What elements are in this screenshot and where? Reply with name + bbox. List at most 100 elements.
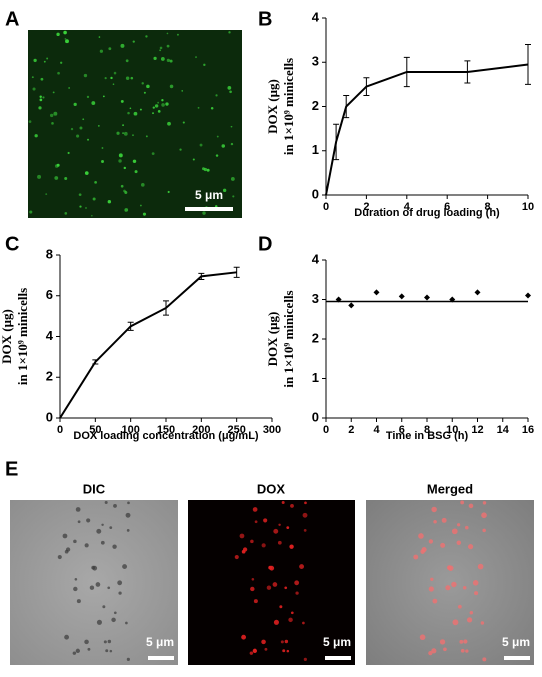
- image-title: DIC: [83, 481, 106, 496]
- x-axis-label: DOX loading concentration (μg/mL): [73, 430, 259, 442]
- x-tick-label: 0: [323, 424, 329, 436]
- cell-dot: [64, 212, 68, 215]
- cell-dot: [456, 540, 462, 545]
- cell-dot: [250, 586, 255, 592]
- cell-dot: [203, 63, 206, 67]
- scale-bar: [148, 656, 174, 660]
- error-bar: [525, 44, 531, 85]
- cell-dot: [456, 523, 461, 527]
- error-bar: [343, 94, 350, 119]
- cell-dot: [132, 159, 137, 164]
- cell-dot: [304, 501, 307, 505]
- cell-dot: [428, 586, 434, 592]
- cell-dot: [46, 57, 49, 60]
- cell-dot: [268, 565, 273, 570]
- cell-dot: [252, 648, 257, 653]
- panel-label: B: [258, 8, 272, 30]
- x-tick-label: 10: [446, 424, 458, 436]
- cell-dot: [89, 585, 95, 590]
- cell-dot: [126, 529, 130, 532]
- y-axis-label: DOX (μg): [265, 79, 280, 134]
- scale-bar: [185, 207, 233, 211]
- cell-dot: [84, 171, 89, 175]
- cell-dot: [464, 525, 469, 530]
- cell-dot: [263, 518, 268, 523]
- cell-dot: [33, 58, 37, 63]
- cell-dot: [132, 134, 134, 137]
- cell-dot: [278, 523, 281, 527]
- cell-dot: [230, 177, 235, 181]
- cell-dot: [446, 565, 452, 570]
- cell-dot: [433, 520, 437, 524]
- y-axis-label: DOX (μg): [0, 309, 14, 364]
- cell-dot: [123, 131, 128, 136]
- scale-bar-label: 5 μm: [195, 188, 223, 202]
- cell-dot: [111, 617, 116, 623]
- cell-dot: [65, 547, 71, 552]
- cell-dot: [167, 121, 171, 126]
- y-tick-label: 0: [46, 409, 53, 424]
- data-point: [525, 292, 531, 299]
- cell-dot: [73, 539, 77, 544]
- cell-dot: [439, 639, 446, 645]
- cell-dot: [108, 47, 112, 51]
- cell-dot: [145, 35, 148, 38]
- scale-bar: [504, 656, 530, 660]
- cell-dot: [68, 87, 70, 89]
- cell-dot: [56, 32, 60, 37]
- cell-dot: [110, 76, 113, 80]
- cell-dot: [112, 83, 115, 86]
- cell-dot: [85, 207, 87, 209]
- cell-dot: [103, 640, 107, 644]
- cell-dot: [472, 580, 479, 586]
- panel-label: E: [5, 458, 18, 480]
- cell-dot: [169, 59, 173, 63]
- panel-label: A: [5, 8, 19, 30]
- cell-dot: [166, 32, 169, 35]
- data-point: [449, 296, 456, 303]
- cell-dot: [76, 134, 80, 138]
- y-axis-label: DOX (μg): [265, 312, 280, 367]
- cell-dot: [113, 504, 117, 508]
- cell-dot: [165, 102, 169, 106]
- cell-dot: [153, 56, 157, 60]
- cell-dot: [266, 585, 272, 590]
- dox-image: [188, 500, 355, 665]
- cell-dot: [230, 125, 233, 128]
- data-point: [398, 293, 405, 300]
- scale-bar-label: 5 μm: [323, 635, 351, 649]
- cell-dot: [94, 180, 97, 184]
- cell-dot: [57, 71, 60, 75]
- cell-dot: [123, 166, 127, 170]
- cell-dot: [96, 619, 102, 625]
- y-tick-label: 8: [46, 246, 53, 261]
- cell-dot: [280, 640, 284, 644]
- cell-dot: [86, 518, 91, 523]
- cell-dot: [273, 619, 279, 625]
- data-point: [335, 296, 342, 303]
- y-axis-label: in 1×10⁹ minicells: [281, 58, 296, 155]
- cell-dot: [120, 43, 125, 48]
- cell-dot: [203, 167, 208, 172]
- cell-dot: [182, 121, 185, 124]
- cell-dot: [264, 647, 268, 651]
- error-bar: [333, 123, 340, 161]
- cell-dot: [451, 528, 458, 535]
- cell-dot: [104, 77, 107, 80]
- y-tick-label: 0: [312, 186, 319, 201]
- cell-dot: [57, 554, 62, 560]
- cell-dot: [51, 122, 54, 125]
- y-tick-label: 0: [312, 409, 319, 424]
- cell-dot: [295, 591, 299, 595]
- cell-dot: [107, 586, 111, 590]
- cell-dot: [282, 649, 286, 653]
- cell-dot: [54, 176, 59, 180]
- cell-dot: [195, 56, 198, 59]
- cell-dot: [117, 580, 123, 586]
- cell-dot: [466, 617, 473, 623]
- cell-dot: [82, 118, 85, 121]
- cell-dot: [87, 647, 91, 651]
- cell-dot: [249, 651, 254, 655]
- x-tick-label: 100: [121, 424, 139, 436]
- cell-dot: [75, 648, 80, 653]
